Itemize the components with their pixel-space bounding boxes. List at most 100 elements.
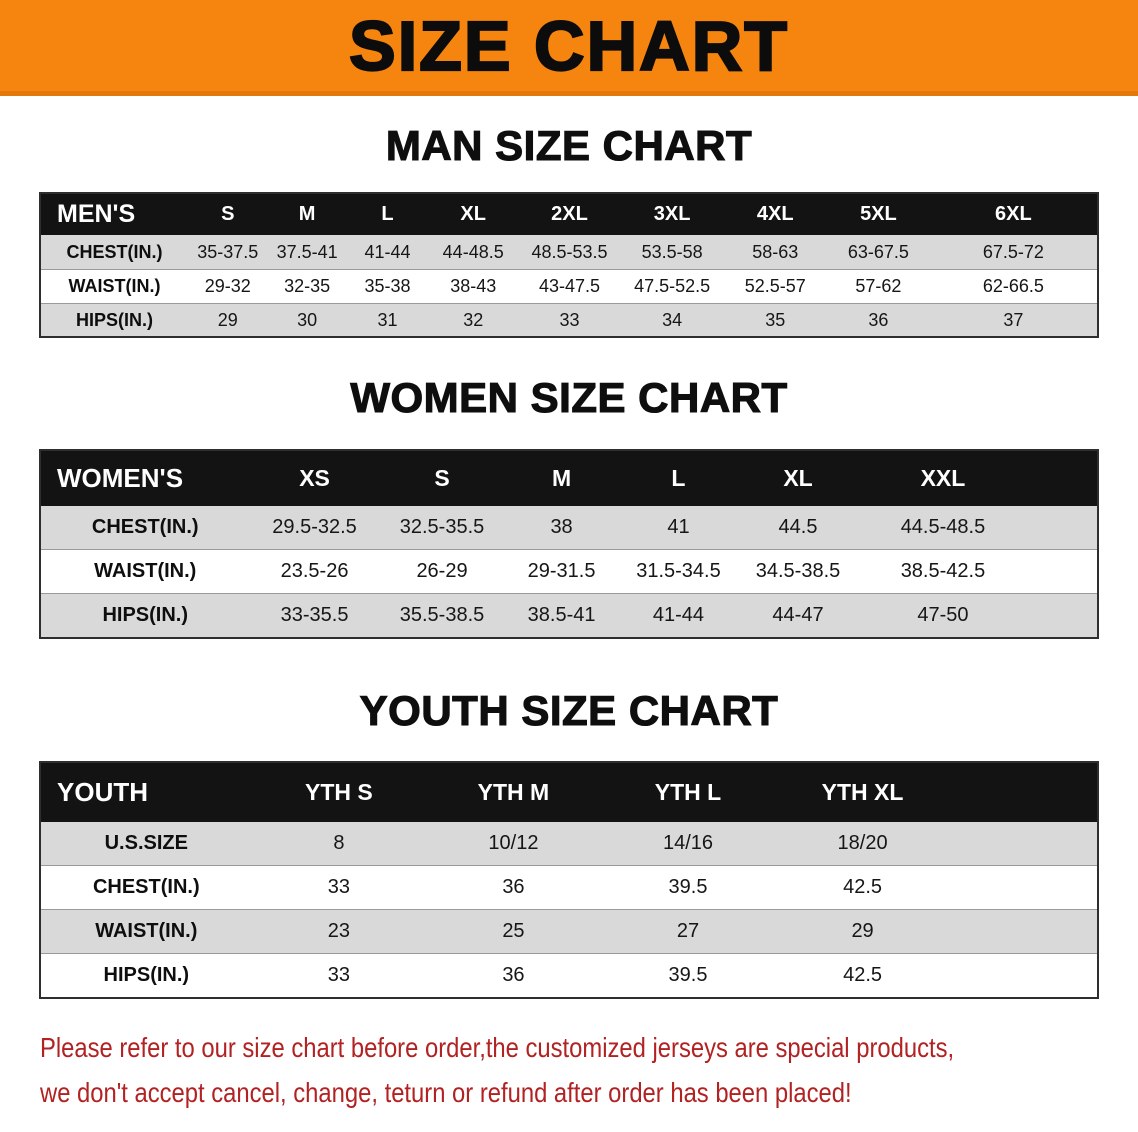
measurement-value-cell: 44-47 (772, 603, 824, 626)
row-label-cell: WAIST(IN.) (94, 560, 197, 583)
women-size-table: WOMEN'S XS S M L XL XXL CHEST(IN.) 29.5-32.5 32.5… (39, 448, 1099, 639)
measurement-row: WAIST(IN.) 23 25 27 29 (40, 909, 1098, 954)
women-section-heading: WOMEN SIZE CHART (350, 374, 788, 422)
row-label-cell: CHEST(IN.) (66, 241, 163, 262)
measurement-value-cell: 38 (550, 515, 573, 538)
size-column-header: L (346, 193, 429, 236)
disclaimer-line-1: Please refer to our size chart before or… (40, 1031, 955, 1063)
size-column-header: 4XL (723, 193, 828, 236)
size-column-header: L (618, 449, 739, 506)
measurement-value-cell: 42.5 (843, 876, 883, 899)
size-column-header: 2XL (518, 193, 621, 236)
size-column-header: 6XL (929, 193, 1098, 236)
measurement-value-cell: 57-62 (855, 275, 902, 296)
women-size-chart-section: WOMEN SIZE CHART WOMEN'S XS S M L XL XXL CHEST(… (0, 374, 1138, 639)
measurement-value-cell: 23 (327, 920, 350, 943)
disclaimer-line-2: we don't accept cancel, change, teturn o… (40, 1077, 852, 1109)
measurement-value-cell: 38-43 (450, 275, 497, 296)
measurement-value-cell: 14/16 (662, 832, 714, 855)
youth-section-heading: YOUTH SIZE CHART (359, 686, 779, 734)
table-header-row: MEN'S S M L XL 2XL 3XL 4XL 5XL 6XL (40, 193, 1098, 236)
measurement-value-cell: 36 (502, 964, 525, 987)
measurement-value-cell: 58-63 (752, 241, 799, 262)
size-column-header: M (267, 193, 347, 236)
spacer-cell (1028, 550, 1098, 594)
measurement-value-cell: 29-32 (204, 275, 251, 296)
size-column-header: XXL (857, 449, 1029, 506)
measurement-value-cell: 32-35 (284, 275, 331, 296)
measurement-value-cell: 10/12 (488, 832, 539, 855)
measurement-value-cell: 29 (851, 920, 874, 943)
measurement-value-cell: 29 (217, 309, 238, 330)
spacer-cell (950, 910, 1098, 954)
men-section-heading: MAN SIZE CHART (385, 121, 753, 169)
measurement-value-cell: 43-47.5 (538, 275, 601, 296)
measurement-value-cell: 26-29 (416, 560, 468, 583)
youth-size-table: YOUTH YTH S YTH M YTH L YTH XL U.S.SIZE 8 10/12… (39, 760, 1099, 999)
measurement-value-cell: 33 (559, 309, 580, 330)
measurement-row: HIPS(IN.) 33 36 39.5 42.5 (40, 953, 1098, 998)
disclaimer-note: Please refer to our size chart before or… (40, 1025, 1138, 1116)
spacer-cell (950, 822, 1098, 866)
table-title-cell: MEN'S (40, 193, 189, 236)
measurement-value-cell: 23.5-26 (280, 560, 349, 583)
measurement-value-cell: 44.5 (778, 515, 818, 538)
banner: SIZE CHART (0, 0, 1138, 96)
measurement-value-cell: 39.5 (668, 964, 708, 987)
size-column-header: YTH L (600, 761, 776, 822)
men-size-chart-section: MAN SIZE CHART MEN'S S M L XL 2XL 3XL 4XL 5XL 6XL… (0, 121, 1138, 339)
spacer-cell (1028, 594, 1098, 638)
measurement-value-cell: 42.5 (843, 964, 883, 987)
measurement-value-cell: 34.5-38.5 (755, 560, 841, 583)
size-column-header: S (379, 449, 505, 506)
page-title: SIZE CHART (348, 6, 789, 85)
measurement-value-cell: 33 (327, 876, 350, 899)
measurement-value-cell: 18/20 (837, 832, 888, 855)
measurement-value-cell: 31 (377, 309, 398, 330)
measurement-value-cell: 53.5-58 (641, 241, 703, 262)
spacer-cell (949, 761, 1098, 822)
measurement-value-cell: 41-44 (364, 241, 411, 262)
size-column-header: YTH S (251, 761, 427, 822)
measurement-value-cell: 41 (667, 515, 690, 538)
measurement-value-cell: 35-37.5 (197, 241, 259, 262)
measurement-value-cell: 44-48.5 (442, 241, 504, 262)
measurement-value-cell: 29.5-32.5 (272, 515, 357, 538)
measurement-value-cell: 47-50 (917, 603, 969, 626)
spacer-cell (1028, 506, 1098, 550)
measurement-value-cell: 29-31.5 (527, 560, 596, 583)
row-label-cell: CHEST(IN.) (92, 876, 200, 899)
size-column-header: 3XL (620, 193, 724, 236)
measurement-value-cell: 25 (502, 920, 525, 943)
spacer-cell (950, 866, 1098, 910)
size-column-header: YTH M (426, 761, 601, 822)
measurement-value-cell: 30 (297, 309, 318, 330)
size-column-header: 5XL (827, 193, 930, 236)
measurement-row: U.S.SIZE 8 10/12 14/16 18/20 (40, 821, 1098, 866)
measurement-row: WAIST(IN.) 23.5-26 26-29 29-31.5 31.5-34.5 34… (40, 549, 1098, 594)
row-label-cell: U.S.SIZE (104, 832, 188, 855)
measurement-row: HIPS(IN.) 29 30 31 32 33 34 35 36 37 (40, 303, 1098, 338)
measurement-value-cell: 38.5-42.5 (900, 560, 986, 583)
row-label-cell: WAIST(IN.) (95, 920, 198, 943)
measurement-value-cell: 62-66.5 (982, 275, 1044, 296)
measurement-row: CHEST(IN.) 35-37.5 37.5-41 41-44 44-48.5 48.5… (40, 235, 1098, 270)
measurement-value-cell: 33 (327, 964, 350, 987)
measurement-value-cell: 47.5-52.5 (634, 275, 711, 296)
measurement-value-cell: 35 (765, 309, 786, 330)
measurement-value-cell: 33-35.5 (280, 603, 349, 626)
men-size-table: MEN'S S M L XL 2XL 3XL 4XL 5XL 6XL CHEST(IN.) 35-37… (39, 192, 1099, 339)
table-header-row: YOUTH YTH S YTH M YTH L YTH XL (40, 761, 1098, 822)
measurement-value-cell: 44.5-48.5 (900, 515, 986, 538)
measurement-value-cell: 36 (502, 876, 525, 899)
measurement-value-cell: 39.5 (668, 876, 708, 899)
youth-size-chart-section: YOUTH SIZE CHART YOUTH YTH S YTH M YTH L YTH… (0, 686, 1138, 999)
row-label-cell: WAIST(IN.) (68, 275, 161, 296)
measurement-value-cell: 41-44 (652, 603, 705, 626)
size-column-header: XL (428, 193, 519, 236)
row-label-cell: CHEST(IN.) (91, 515, 199, 538)
measurement-value-cell: 35.5-38.5 (399, 603, 485, 626)
size-column-header: M (504, 449, 619, 506)
size-column-header: XS (249, 449, 380, 506)
